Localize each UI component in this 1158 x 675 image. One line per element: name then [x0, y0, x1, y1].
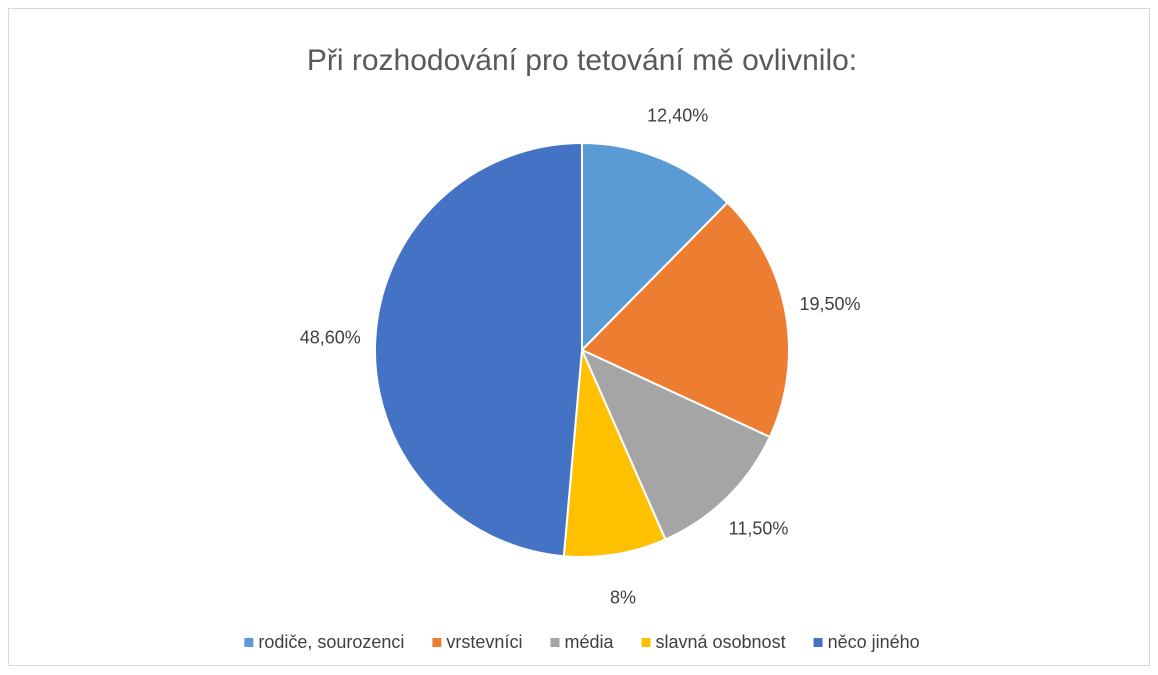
legend-label: vrstevníci: [446, 632, 522, 652]
pie-slice: [562, 349, 667, 558]
pie-slice: [374, 141, 583, 558]
data-label: 8%: [610, 587, 636, 607]
legend-swatch: [641, 638, 651, 647]
legend-swatch: [813, 638, 823, 647]
chart-title: Při rozhodování pro tetování mě ovlivnil…: [307, 44, 857, 77]
legend-swatch: [432, 638, 442, 647]
legend-label: slavná osobnost: [655, 632, 785, 652]
data-label: 12,40%: [647, 106, 708, 126]
legend-label: rodiče, sourozenci: [258, 632, 404, 652]
pie-slice: [581, 141, 729, 353]
legend-label: média: [564, 632, 614, 652]
data-label: 48,60%: [300, 328, 361, 348]
data-label: 19,50%: [799, 294, 860, 314]
data-label: 11,50%: [729, 519, 789, 539]
pie-slice: [580, 201, 790, 439]
legend-swatch: [244, 638, 254, 647]
legend: rodiče, sourozenci vrstevníci média slavná …: [244, 632, 920, 652]
legend-swatch: [550, 638, 560, 647]
legend-label: něco jiného: [828, 632, 920, 652]
pie-slice: [580, 347, 772, 541]
